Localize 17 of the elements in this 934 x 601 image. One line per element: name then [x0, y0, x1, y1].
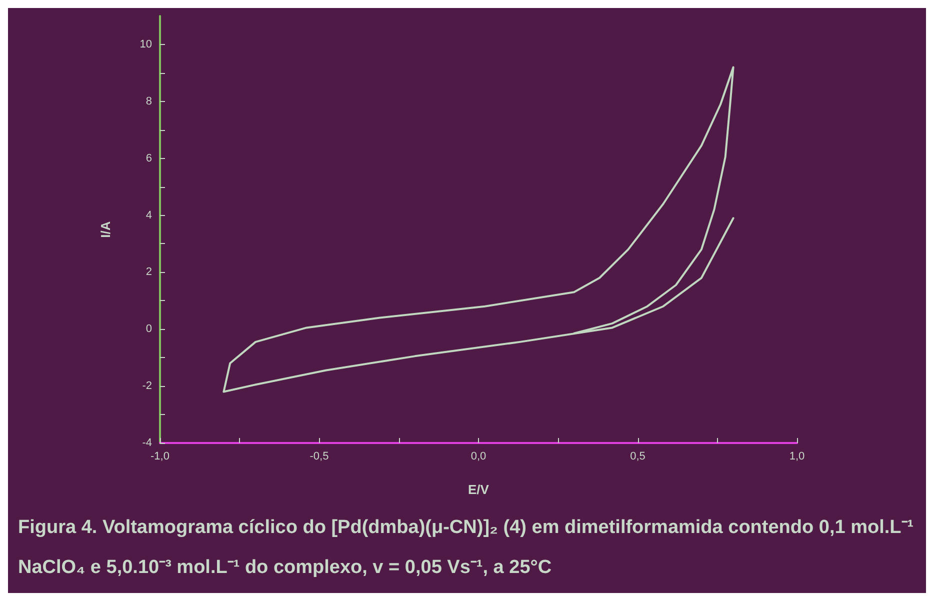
y-tick-label: 6 [146, 152, 152, 164]
x-tick-label: 0,0 [470, 450, 486, 462]
text: Figura 4. Voltamograma cíclico do [Pd(dmba)(μ-CN)]₂ (4) em dimetilformamida contendo 0,1 mol.L⁻¹ NaClO₄ e 5,0.10⁻³ mol.L⁻¹ do complexo, v = 0,05 Vs⁻¹, a 25°C [18, 516, 915, 580]
x-tick-label: -1,0 [150, 450, 170, 462]
y-tick-label: -2 [142, 380, 152, 392]
y-tick-label: 8 [146, 95, 152, 108]
x-tick-label: 0,5 [630, 450, 646, 462]
y-tick-label: 0 [146, 323, 152, 336]
y-tick-label: 2 [146, 266, 152, 278]
y-tick-label: -4 [142, 437, 152, 449]
y-tick-label: 4 [146, 209, 152, 222]
x-tick-label: -0,5 [310, 450, 329, 462]
line-series [222, 66, 734, 393]
x-tick-label: 1,0 [789, 450, 805, 462]
x-axis-title: E/V [468, 482, 490, 497]
y-axis-title: I/A [98, 220, 113, 238]
y-tick-label: 10 [140, 38, 152, 50]
